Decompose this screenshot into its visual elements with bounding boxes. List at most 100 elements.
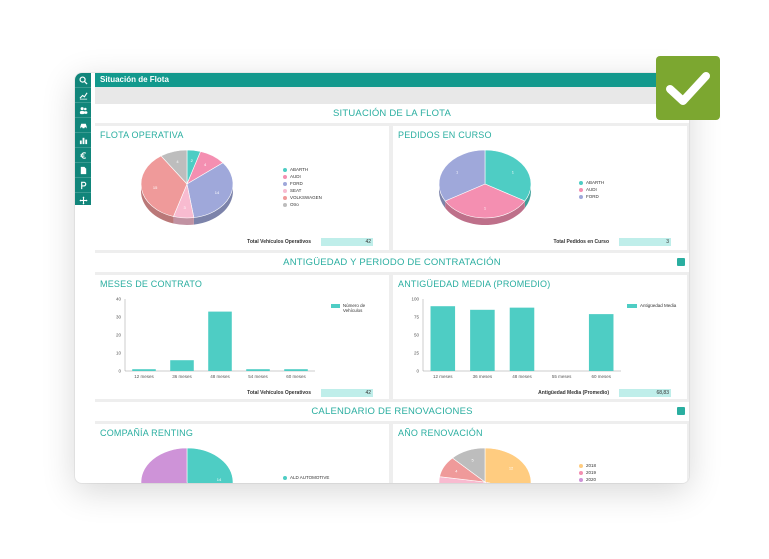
sidebar-vehicles[interactable] — [75, 118, 91, 133]
x-tick-label: 60 meses — [286, 374, 306, 379]
section-header-situacion: SITUACIÓN DE LA FLOTA — [95, 104, 689, 123]
bar[interactable] — [208, 311, 232, 371]
section-title: SITUACIÓN DE LA FLOTA — [332, 108, 452, 119]
pie-slice-label: 15 — [153, 185, 158, 190]
panel-ano-renovacion: AÑO RENOVACIÓN 1258645 2018 2019 2020 — [393, 424, 687, 483]
total-value: 3 — [619, 238, 671, 246]
section-title: CALENDARIO DE RENOVACIONES — [311, 406, 473, 417]
x-tick-label: 60 meses — [591, 374, 611, 379]
pie-slice[interactable] — [140, 447, 197, 483]
total-label: Antigüedad Media (Promedio) — [538, 390, 609, 396]
bar[interactable] — [284, 369, 308, 371]
x-tick-label: 48 meses — [512, 374, 532, 379]
car-icon — [79, 123, 87, 129]
panel-title: AÑO RENOVACIÓN — [398, 428, 483, 438]
pie-slice-label: 4 — [176, 159, 179, 164]
search-icon — [78, 75, 88, 85]
y-tick-label: 0 — [416, 369, 419, 374]
sidebar-search[interactable] — [75, 73, 91, 88]
bar[interactable] — [509, 307, 535, 371]
legend-item: AUDI — [579, 186, 604, 193]
legend-anio: 2018 2019 2020 — [579, 462, 596, 483]
sidebar-documents[interactable] — [75, 163, 91, 178]
parking-icon — [80, 181, 86, 189]
sidebar — [75, 73, 91, 208]
legend-item: ABARTH — [579, 179, 604, 186]
bar-chart-antiguedad: 0 25 50 75 100 12 meses 36 meses 48 meses 55 mes… — [411, 297, 621, 379]
section-title: ANTIGÜEDAD Y PERIODO DE CONTRATACIÓN — [283, 257, 501, 268]
total-value: 42 — [321, 389, 373, 397]
total-value: 42 — [321, 238, 373, 246]
pie-slice-side — [141, 184, 174, 224]
y-tick-label: 0 — [118, 369, 121, 374]
pie-slice[interactable] — [160, 149, 188, 185]
y-tick-label: 10 — [116, 351, 122, 356]
euro-icon — [79, 151, 86, 159]
y-tick-label: 100 — [411, 297, 419, 302]
pie-slice[interactable] — [438, 149, 486, 202]
dashboard-content: SITUACIÓN DE LA FLOTA FLOTA OPERATIVA 2 4… — [95, 104, 689, 483]
document-icon — [80, 166, 86, 174]
legend-item: SEAT — [283, 187, 322, 194]
bar-chart-icon — [79, 137, 87, 144]
calendar-icon[interactable] — [677, 407, 685, 415]
pie-slice[interactable] — [484, 481, 529, 483]
pie-slice[interactable] — [451, 447, 486, 483]
pie-chart-anio: 1258645 — [438, 447, 532, 483]
panel-compania-renting: COMPAÑÍA RENTING 14 16 ALD AUTOMOTIVE — [95, 424, 389, 483]
panel-title: MESES DE CONTRATO — [100, 279, 203, 289]
panel-pedidos-en-curso: PEDIDOS EN CURSO 1 1 1 ABARTH AUDI FORD To… — [393, 126, 687, 250]
bar[interactable] — [170, 360, 194, 371]
calendar-icon[interactable] — [677, 258, 685, 266]
legend-item: 2020 — [579, 476, 596, 483]
pie-slice[interactable] — [186, 447, 234, 483]
checkmark-icon — [666, 72, 710, 105]
bar[interactable] — [430, 306, 456, 371]
pie-chart-compania: 14 16 — [140, 447, 234, 483]
y-tick-label: 25 — [414, 351, 420, 356]
panel-title: ANTIGÜEDAD MEDIA (PROMEDIO) — [398, 279, 551, 289]
page-title: Situación de Flota — [100, 75, 169, 84]
pie-slice[interactable] — [186, 162, 234, 218]
sidebar-parking[interactable] — [75, 178, 91, 193]
pie-chart-pedidos: 1 1 1 — [438, 149, 532, 225]
total-label: Total Vehículos Operativos — [247, 239, 311, 245]
legend-item: 2018 — [579, 462, 596, 469]
x-tick-label: 36 meses — [473, 374, 493, 379]
legend-antiguedad: Antigüedad Media — [627, 303, 683, 308]
legend-item: FORD — [579, 193, 604, 200]
total-label: Total Vehículos Operativos — [247, 390, 311, 396]
x-tick-label: 54 meses — [248, 374, 268, 379]
sidebar-users[interactable] — [75, 103, 91, 118]
pie-slice-label: 14 — [217, 477, 222, 482]
panel-antiguedad-media: ANTIGÜEDAD MEDIA (PROMEDIO) 0 25 50 75 100 12… — [393, 275, 687, 399]
total-value: 68,83 — [619, 389, 671, 397]
y-tick-label: 20 — [116, 333, 122, 338]
legend-item: AUDI — [283, 173, 322, 180]
sidebar-costs[interactable] — [75, 148, 91, 163]
x-tick-label: 36 meses — [172, 374, 192, 379]
pie-slice-side — [445, 201, 525, 225]
legend-item: 2019 — [579, 469, 596, 476]
move-icon — [78, 195, 88, 205]
sidebar-trends[interactable] — [75, 88, 91, 103]
sidebar-reports[interactable] — [75, 133, 91, 148]
legend-item: ALD AUTOMOTIVE — [283, 474, 329, 481]
pie-slice-label: 3 — [183, 205, 186, 210]
y-tick-label: 40 — [116, 297, 122, 302]
pie-slice[interactable] — [140, 155, 188, 217]
bar[interactable] — [588, 314, 614, 371]
pie-slice-side — [439, 184, 446, 208]
sidebar-move[interactable] — [75, 193, 91, 208]
verified-badge — [656, 56, 720, 120]
bar[interactable] — [470, 309, 495, 371]
bar[interactable] — [132, 369, 156, 371]
pie-slice[interactable] — [484, 149, 532, 202]
bar[interactable] — [246, 369, 270, 371]
pie-slice[interactable] — [484, 447, 532, 483]
pie-slice-label: 4 — [204, 162, 207, 167]
filter-bar — [95, 87, 689, 104]
users-icon — [79, 106, 87, 114]
legend-flota: ABARTH AUDI FORD SEAT VOLKSWAGEN Otro — [283, 166, 322, 208]
chart-line-icon — [79, 92, 88, 99]
